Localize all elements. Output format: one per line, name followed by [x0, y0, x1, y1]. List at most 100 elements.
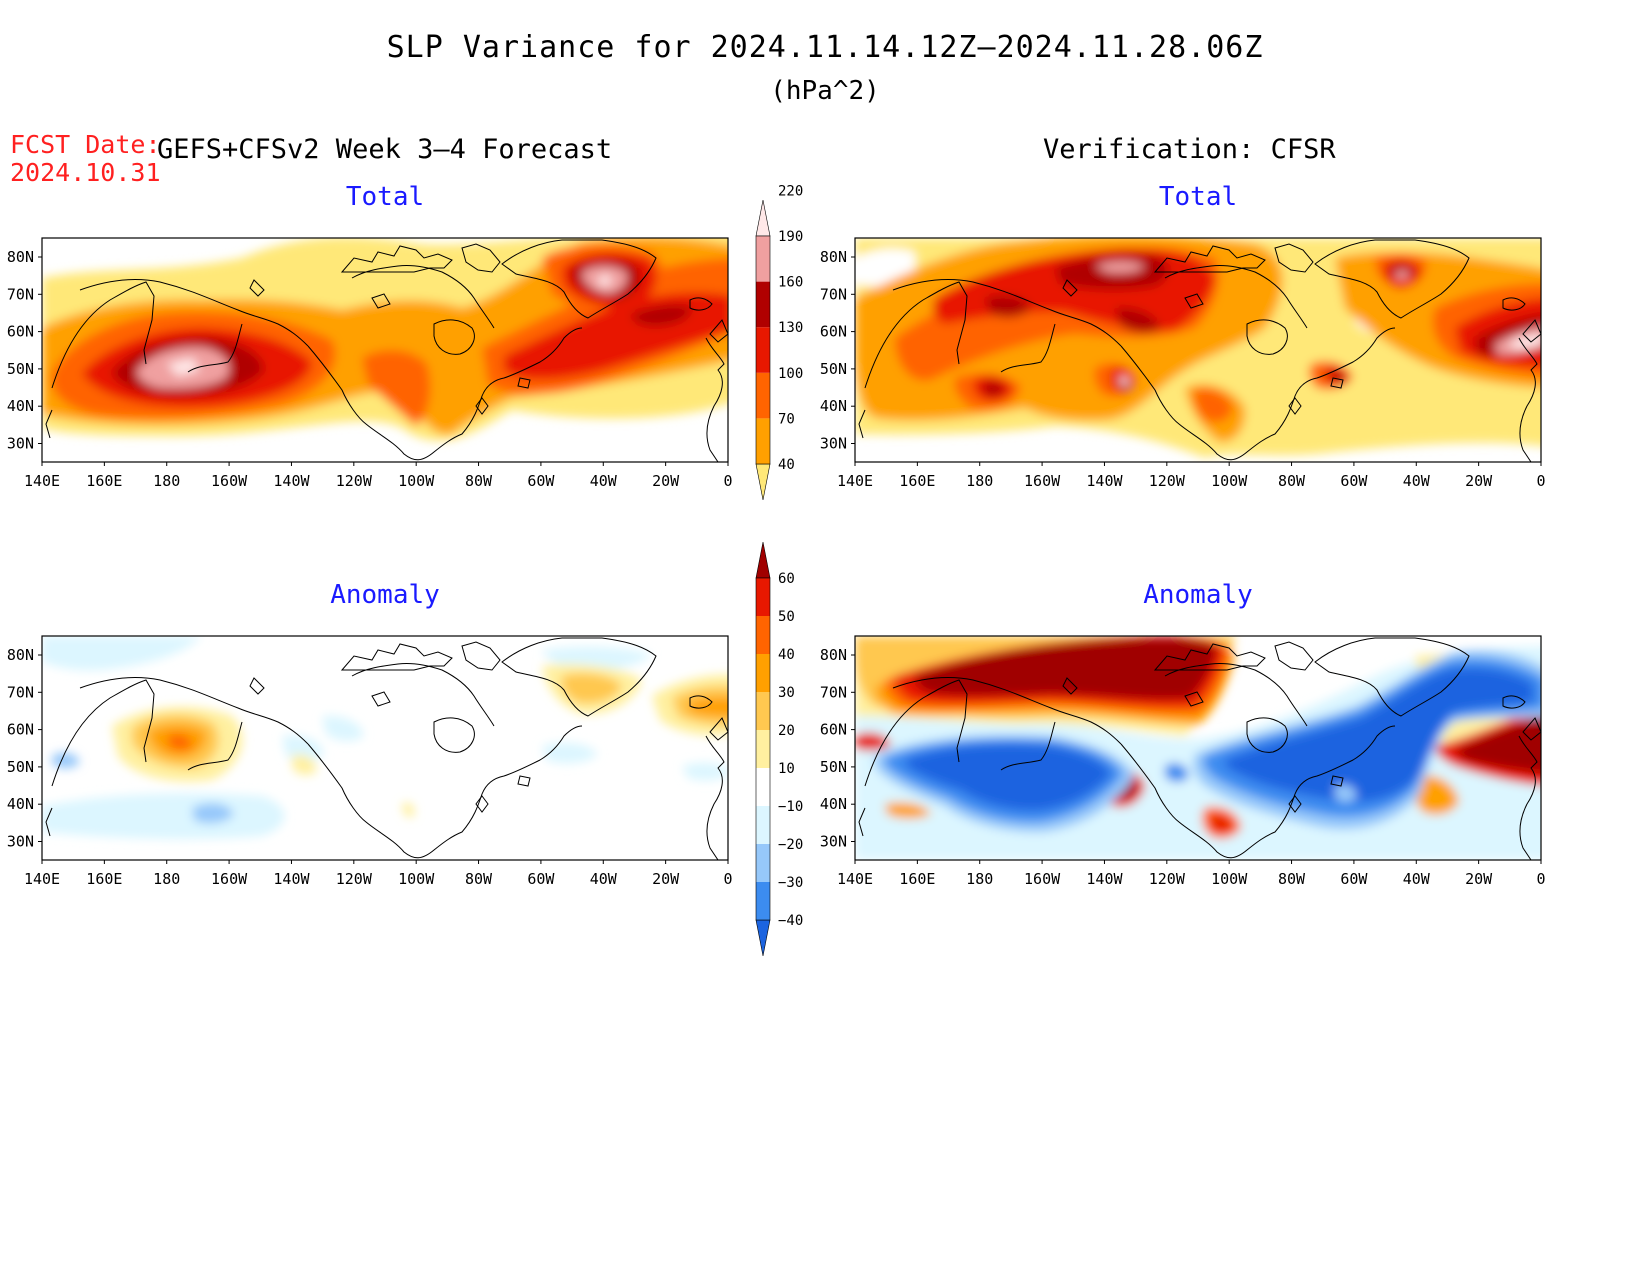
anomaly-colorbar-label: −10 — [778, 799, 803, 815]
lat-tick-label-verification-total: 70N — [820, 285, 847, 303]
lon-tick-label-verification-total: 180 — [966, 472, 993, 490]
verification-anomaly-map — [854, 635, 1542, 861]
total-colorbar-label: 100 — [778, 366, 803, 382]
anomaly-colorbar-label: 30 — [778, 685, 795, 701]
lon-tick-label-forecast-total: 60W — [527, 472, 555, 490]
lon-tick-label-forecast-total: 100W — [398, 472, 435, 490]
lat-tick-label-forecast-anomaly: 40N — [7, 795, 34, 813]
verification-anomaly-title: Anomaly — [1143, 580, 1253, 610]
lon-tick-label-forecast-anomaly: 160W — [211, 870, 248, 888]
total-colorbar-swatch — [756, 418, 770, 464]
lat-tick-label-forecast-total: 60N — [7, 323, 34, 341]
lon-tick-label-forecast-total: 160W — [211, 472, 248, 490]
lat-tick-label-forecast-anomaly: 30N — [7, 833, 34, 851]
verification-total-title: Total — [1158, 182, 1238, 212]
lon-tick-label-forecast-total: 180 — [153, 472, 180, 490]
anomaly-colorbar-swatch — [756, 578, 770, 616]
anomaly-colorbar-label: −20 — [778, 837, 803, 853]
lat-tick-label-verification-anomaly: 60N — [820, 721, 847, 739]
anomaly-colorbar-swatch — [756, 730, 770, 768]
anomaly-colorbar-swatch — [756, 692, 770, 730]
lon-tick-label-forecast-anomaly: 80W — [465, 870, 493, 888]
anomaly-colorbar-swatch — [756, 844, 770, 882]
total-colorbar-max-arrow — [755, 199, 771, 237]
lat-tick-label-verification-total: 60N — [820, 323, 847, 341]
lat-tick-label-forecast-total: 30N — [7, 435, 34, 453]
anomaly-colorbar: −40 −30 −20 −10 10 20 30 40 50 60 — [755, 541, 803, 957]
lon-tick-label-verification-anomaly: 100W — [1211, 870, 1248, 888]
lat-tick-label-forecast-total: 80N — [7, 248, 34, 266]
total-colorbar-label: 160 — [778, 275, 803, 291]
verification-header: Verification: CFSR — [1043, 134, 1336, 165]
total-colorbar-label: 220 — [778, 183, 803, 199]
total-colorbar: 40 70 100 130 160 190 220 — [755, 183, 803, 501]
forecast-total-title: Total — [345, 182, 425, 212]
forecast-anomaly-title: Anomaly — [330, 580, 440, 610]
lat-tick-label-forecast-total: 40N — [7, 397, 34, 415]
anomaly-colorbar-max-arrow — [755, 541, 771, 579]
lon-tick-label-forecast-total: 0 — [723, 472, 732, 490]
anomaly-colorbar-label: 50 — [778, 609, 795, 625]
anomaly-colorbar-label: 10 — [778, 761, 795, 777]
lat-tick-label-forecast-total: 50N — [7, 360, 34, 378]
lon-tick-label-verification-total: 160E — [899, 472, 935, 490]
lat-tick-label-verification-total: 50N — [820, 360, 847, 378]
lon-tick-label-forecast-anomaly: 140E — [24, 870, 60, 888]
total-colorbar-swatch — [756, 327, 770, 373]
anomaly-colorbar-min-arrow — [755, 919, 771, 957]
total-colorbar-swatch — [756, 281, 770, 328]
lon-tick-label-forecast-anomaly: 40W — [590, 870, 618, 888]
lon-tick-label-verification-anomaly: 160E — [899, 870, 935, 888]
lon-tick-label-forecast-anomaly: 100W — [398, 870, 435, 888]
lon-tick-label-verification-total: 60W — [1340, 472, 1368, 490]
lat-tick-label-verification-anomaly: 30N — [820, 833, 847, 851]
lon-tick-label-forecast-total: 80W — [465, 472, 493, 490]
lon-tick-label-verification-total: 120W — [1149, 472, 1186, 490]
lon-tick-label-forecast-anomaly: 120W — [336, 870, 373, 888]
total-colorbar-label: 190 — [778, 229, 803, 245]
anomaly-colorbar-label: 20 — [778, 723, 795, 739]
forecast-header: GEFS+CFSv2 Week 3–4 Forecast — [157, 134, 613, 165]
lon-tick-label-forecast-anomaly: 60W — [527, 870, 555, 888]
anomaly-colorbar-label: 40 — [778, 647, 795, 663]
anomaly-colorbar-label: 60 — [778, 571, 795, 587]
lon-tick-label-verification-anomaly: 160W — [1024, 870, 1061, 888]
lat-tick-label-verification-anomaly: 50N — [820, 758, 847, 776]
lon-tick-label-verification-anomaly: 40W — [1403, 870, 1431, 888]
total-colorbar-swatch — [756, 372, 770, 419]
lon-tick-label-verification-total: 140W — [1086, 472, 1123, 490]
anomaly-colorbar-label: −40 — [778, 913, 803, 929]
lon-tick-label-verification-anomaly: 140W — [1086, 870, 1123, 888]
lon-tick-label-forecast-anomaly: 160E — [86, 870, 122, 888]
lon-tick-label-verification-total: 40W — [1403, 472, 1431, 490]
lon-tick-label-verification-anomaly: 0 — [1536, 870, 1545, 888]
forecast-total-map — [41, 237, 729, 463]
lon-tick-label-forecast-anomaly: 0 — [723, 870, 732, 888]
total-colorbar-min-arrow — [755, 463, 771, 501]
anomaly-colorbar-swatch — [756, 806, 770, 844]
lat-tick-label-forecast-anomaly: 80N — [7, 646, 34, 664]
lon-tick-label-forecast-anomaly: 20W — [652, 870, 680, 888]
lon-tick-label-verification-total: 0 — [1536, 472, 1545, 490]
lat-tick-label-forecast-anomaly: 50N — [7, 758, 34, 776]
lat-tick-label-verification-total: 30N — [820, 435, 847, 453]
verification-total-map — [854, 237, 1542, 463]
lat-tick-label-forecast-anomaly: 60N — [7, 721, 34, 739]
fcst-date-value: 2024.10.31 — [10, 158, 161, 187]
lat-tick-label-verification-total: 80N — [820, 248, 847, 266]
lon-tick-label-verification-total: 140E — [837, 472, 873, 490]
total-colorbar-label: 40 — [778, 457, 795, 473]
lon-tick-label-forecast-total: 40W — [590, 472, 618, 490]
lon-tick-label-verification-anomaly: 60W — [1340, 870, 1368, 888]
total-colorbar-swatch — [756, 236, 770, 282]
lon-tick-label-verification-anomaly: 180 — [966, 870, 993, 888]
fcst-date-label: FCST Date: — [10, 130, 161, 159]
lon-tick-label-verification-total: 20W — [1465, 472, 1493, 490]
lat-tick-label-forecast-anomaly: 70N — [7, 683, 34, 701]
lon-tick-label-forecast-total: 120W — [336, 472, 373, 490]
lon-tick-label-verification-anomaly: 120W — [1149, 870, 1186, 888]
units-subtitle: (hPa^2) — [770, 76, 880, 106]
total-colorbar-label: 130 — [778, 320, 803, 336]
anomaly-colorbar-swatch — [756, 616, 770, 654]
